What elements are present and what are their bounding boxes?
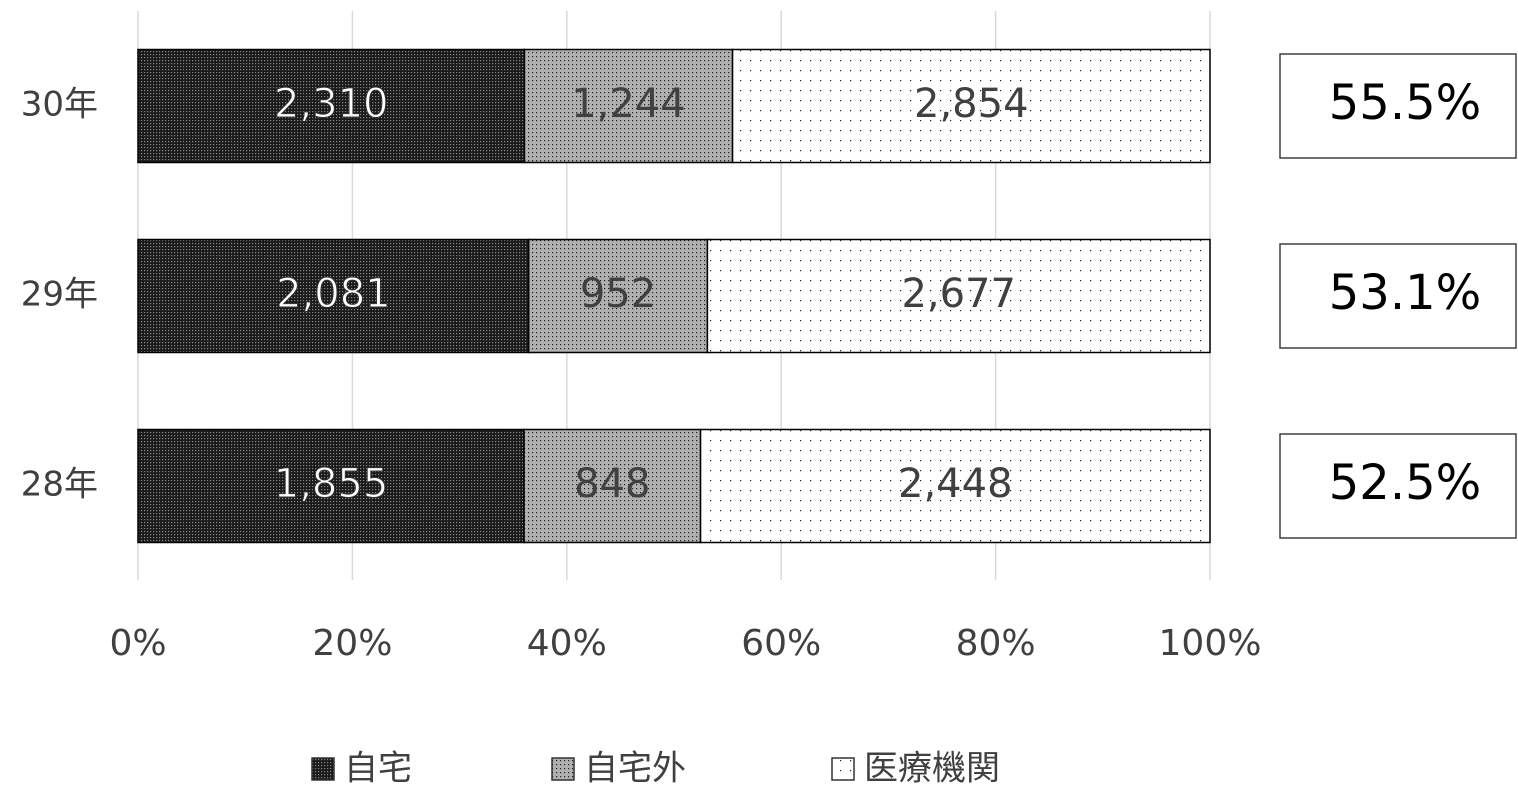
data-label: 1,855 [274,461,389,507]
x-tick-label: 60% [741,623,821,664]
bar-segment [731,48,1211,164]
bar-segment [137,428,525,544]
bar-segment [137,48,526,164]
annotation-box [1279,53,1517,159]
bar-segment [137,238,530,354]
annotation: 55.5% [1329,75,1481,131]
data-label: 952 [580,271,656,317]
x-tick-label: 40% [527,623,607,664]
annotation: 52.5% [1329,455,1481,511]
legend-label: 自宅 [344,749,412,786]
annotation-box [1279,243,1517,349]
data-label: 2,310 [274,81,389,127]
legend-label: 自宅外 [584,749,686,786]
x-tick-label: 20% [312,623,392,664]
x-tick-label: 100% [1159,623,1262,664]
bar-segment [699,428,1211,544]
legend-label: 医療機関 [864,749,1000,786]
annotation-box [1279,433,1517,539]
data-label: 2,677 [901,271,1016,317]
y-tick-label: 30年 [21,85,98,125]
data-label: 2,448 [898,461,1013,507]
legend-swatch [311,757,335,781]
x-tick-label: 0% [109,623,166,664]
bar-segment [523,428,702,544]
data-label: 2,854 [914,81,1029,127]
y-tick-label: 29年 [21,275,98,315]
annotation: 53.1% [1329,265,1481,321]
bar-segment [706,238,1211,354]
legend-swatch [551,757,575,781]
bar-segment [527,238,709,354]
data-label: 848 [574,461,650,507]
y-tick-label: 28年 [21,465,98,505]
data-label: 2,081 [276,271,391,317]
legend-swatch [831,757,855,781]
x-tick-label: 80% [956,623,1036,664]
data-label: 1,244 [571,81,686,127]
